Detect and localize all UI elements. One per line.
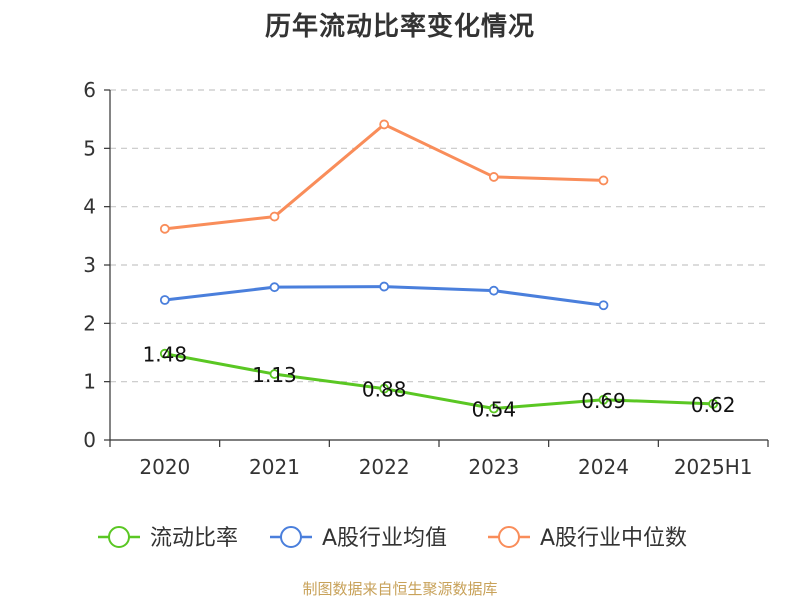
data-label: 1.13: [252, 363, 297, 387]
chart-title: 历年流动比率变化情况: [264, 12, 535, 42]
data-label: 0.62: [691, 393, 736, 417]
data-point: [269, 211, 280, 222]
y-tick-label: 4: [83, 195, 96, 219]
data-point: [269, 282, 280, 293]
series-line-0: [164, 352, 714, 410]
data-point: [488, 285, 499, 296]
data-point: [159, 348, 170, 359]
data-point: [488, 172, 499, 182]
data-point: [598, 300, 609, 311]
grid-lines: [110, 89, 768, 383]
data-point: [379, 383, 390, 394]
legend-item: A股行业中位数: [488, 526, 687, 551]
axes: 0 1 2 3 4 5 6 2020 2021 2022 2023 2024 2025H1: [83, 78, 769, 479]
y-tick-label: 2: [83, 311, 96, 335]
data-point: [159, 295, 170, 305]
legend: 流动比率 A股行业均值 A股行业中位数: [98, 526, 687, 551]
data-point: [269, 369, 280, 379]
x-tick-label: 2023: [468, 455, 519, 479]
series-lines: [159, 119, 719, 414]
legend-marker: [498, 526, 520, 548]
data-label: 0.69: [581, 389, 626, 413]
data-point: [379, 281, 390, 292]
data-label: 1.48: [143, 343, 188, 367]
legend-label: A股行业均值: [322, 526, 447, 551]
x-tick-label: 2021: [249, 455, 300, 479]
source-note: 制图数据来自恒生聚源数据库: [302, 580, 498, 598]
x-tick-label: 2020: [139, 455, 190, 479]
data-labels: 1.48 1.13 0.88 0.54 0.69 0.62: [143, 343, 736, 422]
legend-item: 流动比率: [98, 526, 238, 551]
legend-item: A股行业均值: [270, 526, 447, 551]
legend-marker: [108, 526, 130, 548]
data-point: [379, 119, 390, 130]
data-point: [708, 398, 719, 409]
data-point: [159, 223, 170, 234]
data-point: [598, 175, 609, 186]
y-tick-label: 1: [83, 370, 96, 394]
x-tick-label: 2022: [359, 455, 410, 479]
y-tick-label: 0: [83, 428, 96, 452]
y-tick-label: 6: [83, 78, 96, 102]
x-tick-label: 2024: [578, 455, 629, 479]
legend-marker: [280, 526, 302, 548]
data-label: 0.54: [472, 398, 517, 422]
legend-label: 流动比率: [150, 526, 238, 551]
y-tick-label: 3: [83, 253, 96, 277]
data-point: [598, 394, 609, 405]
data-label: 0.88: [362, 378, 407, 402]
series-line-2: [164, 122, 604, 231]
y-tick-label: 5: [83, 136, 96, 160]
legend-label: A股行业中位数: [540, 526, 687, 551]
x-tick-label: 2025H1: [674, 455, 753, 479]
data-point: [488, 403, 499, 414]
